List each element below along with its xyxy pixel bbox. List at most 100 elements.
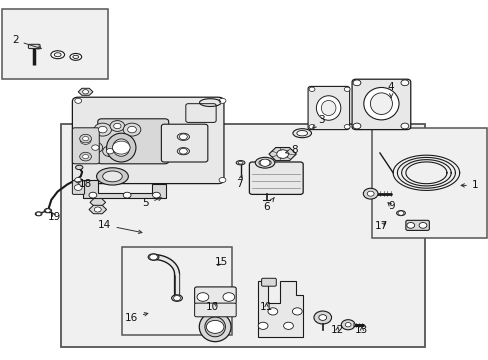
Ellipse shape xyxy=(75,165,83,170)
Circle shape xyxy=(92,145,99,150)
FancyBboxPatch shape xyxy=(98,119,168,164)
Circle shape xyxy=(102,146,117,157)
Circle shape xyxy=(313,311,331,324)
Text: 8: 8 xyxy=(285,145,298,156)
Ellipse shape xyxy=(296,130,307,136)
Bar xyxy=(122,247,232,335)
Circle shape xyxy=(113,123,121,129)
Circle shape xyxy=(418,222,426,228)
Ellipse shape xyxy=(112,139,130,156)
Circle shape xyxy=(179,148,187,154)
Circle shape xyxy=(223,293,234,301)
Ellipse shape xyxy=(102,171,122,182)
Ellipse shape xyxy=(316,96,340,120)
Circle shape xyxy=(292,308,302,315)
Circle shape xyxy=(75,177,81,183)
Text: 18: 18 xyxy=(76,179,92,189)
Ellipse shape xyxy=(171,295,182,301)
Text: 11: 11 xyxy=(259,302,273,312)
Polygon shape xyxy=(90,199,105,206)
Ellipse shape xyxy=(396,211,405,216)
Circle shape xyxy=(260,159,269,166)
Ellipse shape xyxy=(199,312,230,342)
Circle shape xyxy=(363,188,377,199)
Circle shape xyxy=(75,98,81,103)
Circle shape xyxy=(258,322,267,329)
Circle shape xyxy=(345,323,350,327)
FancyBboxPatch shape xyxy=(72,181,84,194)
Circle shape xyxy=(127,126,136,133)
FancyBboxPatch shape xyxy=(194,287,236,304)
Circle shape xyxy=(283,322,293,329)
Circle shape xyxy=(276,150,288,158)
Circle shape xyxy=(94,207,101,212)
Text: 9: 9 xyxy=(387,201,394,211)
Circle shape xyxy=(110,121,124,131)
Circle shape xyxy=(74,185,82,190)
Circle shape xyxy=(94,123,111,136)
Circle shape xyxy=(82,90,88,94)
Ellipse shape xyxy=(73,55,79,58)
Text: 2: 2 xyxy=(12,35,41,49)
Ellipse shape xyxy=(51,51,64,59)
Circle shape xyxy=(88,142,102,153)
Ellipse shape xyxy=(363,87,398,120)
Text: 12: 12 xyxy=(330,325,344,336)
Circle shape xyxy=(344,125,349,129)
Circle shape xyxy=(82,136,88,141)
Ellipse shape xyxy=(97,168,128,185)
FancyBboxPatch shape xyxy=(249,162,303,194)
Circle shape xyxy=(400,80,408,86)
Circle shape xyxy=(80,136,91,144)
Ellipse shape xyxy=(177,133,189,140)
Circle shape xyxy=(80,134,91,143)
Text: 1: 1 xyxy=(460,180,478,190)
Polygon shape xyxy=(89,205,106,214)
FancyBboxPatch shape xyxy=(351,79,410,130)
Bar xyxy=(2,9,107,79)
Circle shape xyxy=(152,192,160,198)
Circle shape xyxy=(82,154,88,159)
Circle shape xyxy=(179,134,187,140)
Polygon shape xyxy=(268,148,296,161)
Circle shape xyxy=(123,123,141,136)
Ellipse shape xyxy=(35,212,42,216)
Bar xyxy=(371,128,486,238)
Polygon shape xyxy=(258,281,303,337)
Ellipse shape xyxy=(370,93,391,114)
Ellipse shape xyxy=(70,53,81,60)
Circle shape xyxy=(344,87,349,91)
Text: 14: 14 xyxy=(98,220,142,234)
Circle shape xyxy=(318,315,326,320)
Circle shape xyxy=(106,149,113,154)
Circle shape xyxy=(197,293,208,301)
Ellipse shape xyxy=(236,161,244,165)
Ellipse shape xyxy=(106,133,136,162)
Circle shape xyxy=(75,132,96,148)
Ellipse shape xyxy=(44,208,52,213)
Circle shape xyxy=(352,80,360,86)
Polygon shape xyxy=(83,180,166,198)
Circle shape xyxy=(80,152,91,161)
Circle shape xyxy=(400,123,408,129)
Ellipse shape xyxy=(321,100,335,116)
FancyBboxPatch shape xyxy=(261,278,276,286)
Bar xyxy=(61,124,425,347)
FancyBboxPatch shape xyxy=(405,220,428,230)
Ellipse shape xyxy=(238,161,243,164)
FancyBboxPatch shape xyxy=(185,104,216,122)
Circle shape xyxy=(397,211,403,215)
Text: 16: 16 xyxy=(124,312,147,323)
Ellipse shape xyxy=(259,159,271,166)
FancyBboxPatch shape xyxy=(161,124,207,162)
Ellipse shape xyxy=(255,157,274,168)
Ellipse shape xyxy=(292,129,311,138)
Circle shape xyxy=(36,212,41,216)
Circle shape xyxy=(112,141,130,154)
Text: 17: 17 xyxy=(374,221,387,231)
Text: 4: 4 xyxy=(387,82,394,98)
Text: 5: 5 xyxy=(142,197,162,208)
Circle shape xyxy=(206,320,224,333)
Text: 19: 19 xyxy=(48,212,61,222)
Circle shape xyxy=(98,126,107,133)
